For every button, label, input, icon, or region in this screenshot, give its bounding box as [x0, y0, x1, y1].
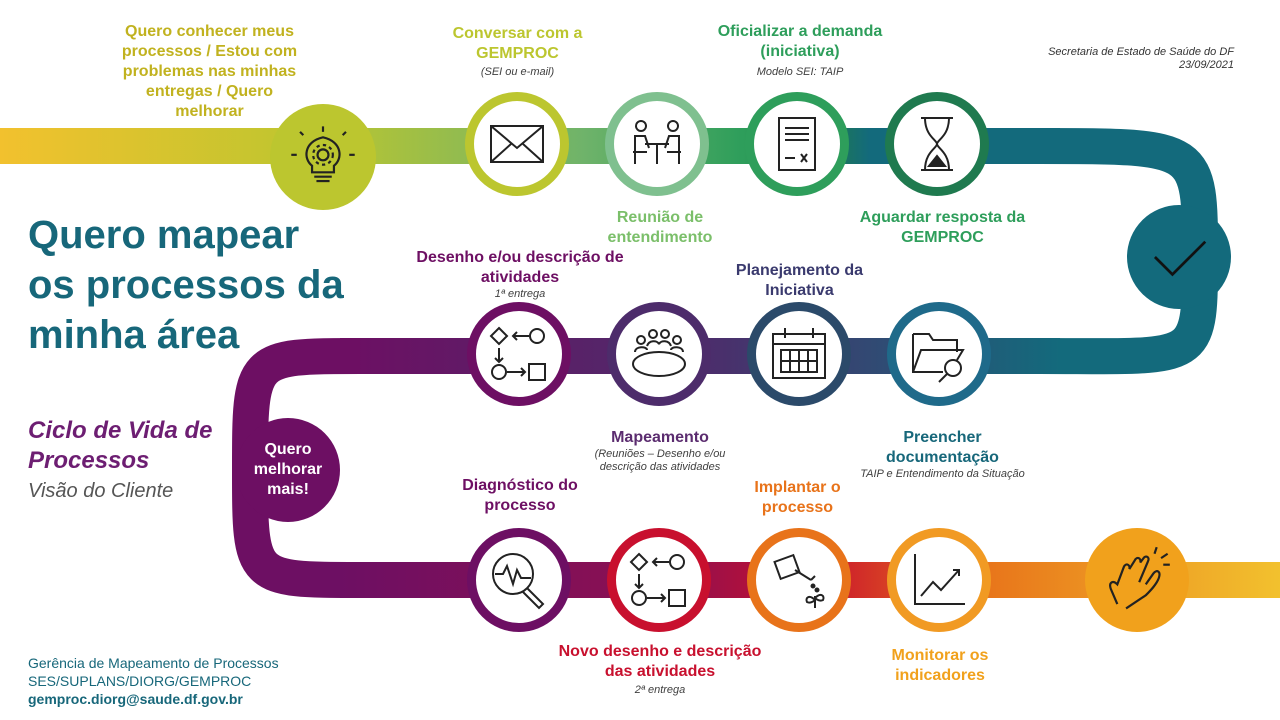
- flowchart-icon: [629, 552, 686, 607]
- start-node: [270, 104, 376, 210]
- checkmark-node: [1127, 205, 1231, 309]
- org-name: Secretaria de Estado de Saúde do DF: [1048, 46, 1234, 58]
- step-monitorar-node: [887, 528, 991, 632]
- checkmark-icon: [1153, 240, 1207, 277]
- main-title: Quero mapear os processos da minha área: [28, 213, 344, 357]
- quero-melhorar-mais-node: Quero melhorar mais!: [236, 418, 340, 522]
- step-mapeamento-label: Mapeamento: [611, 429, 709, 446]
- step-novo-desenho-sub: 2ª entrega: [634, 684, 686, 696]
- step-novo-desenho-node: [607, 528, 711, 632]
- step-preencher-node: [887, 302, 991, 406]
- step-planejamento-node: [747, 302, 851, 406]
- footer: Gerência de Mapeamento de Processos SES/…: [28, 654, 279, 708]
- step-diagnostico-label: Diagnóstico do processo: [462, 477, 578, 514]
- chart-growth-icon: [914, 554, 965, 605]
- step-desenho-sub: 1ª entrega: [494, 288, 546, 300]
- step-oficializar-label: Oficializar a demanda (iniciativa): [717, 23, 883, 60]
- step-desenho-node: [467, 302, 571, 406]
- step-oficializar-sub: Modelo SEI: TAIP: [756, 66, 844, 78]
- view-subtitle: Visão do Cliente: [28, 480, 174, 502]
- document-sign-icon: [778, 117, 816, 171]
- calendar-icon: [772, 328, 826, 379]
- hourglass-icon: [921, 117, 953, 171]
- step-planejamento-label: Planejamento da Iniciativa: [735, 262, 864, 299]
- meeting-icon: [633, 120, 681, 164]
- cycle-title: Ciclo de Vida de Processos: [28, 417, 213, 474]
- step-monitorar-label: Monitorar os indicadores: [891, 647, 989, 684]
- step-reuniao-label: Reunião de entendimento: [607, 209, 713, 246]
- clapping-hands-icon: [1109, 546, 1170, 610]
- watering-plant-icon: [773, 553, 825, 608]
- step-diagnostico-node: [467, 528, 571, 632]
- step-aguardar-label: Aguardar resposta da GEMPROC: [859, 209, 1026, 246]
- header-info: Secretaria de Estado de Saúde do DF 23/0…: [1048, 46, 1234, 72]
- footer-path: SES/SUPLANS/DIORG/GEMPROC: [28, 673, 252, 689]
- step-reuniao-node: [605, 92, 709, 196]
- step-preencher-sub: TAIP e Entendimento da Situação: [860, 468, 1025, 480]
- step-preencher-label: Preencher documentação: [886, 429, 999, 466]
- step-mapeamento-sub: (Reuniões – Desenho e/ou descrição das a…: [594, 448, 726, 473]
- date: 23/09/2021: [1178, 59, 1234, 71]
- step-conversar-label: Conversar com a GEMPROC: [452, 25, 583, 62]
- clapping-node: [1085, 528, 1189, 632]
- lightbulb-gear-icon: [291, 126, 355, 183]
- quero-melhorar-mais-label: Quero melhorar mais!: [253, 441, 323, 498]
- flowchart-icon: [489, 326, 546, 381]
- envelope-icon: [490, 125, 544, 163]
- step-oficializar-node: [745, 92, 849, 196]
- step-desenho-label: Desenho e/ou descrição de atividades: [416, 249, 624, 286]
- step-mapeamento-node: [607, 302, 711, 406]
- step-implantar-label: Implantar o processo: [754, 479, 841, 516]
- round-table-icon: [632, 329, 686, 377]
- folder-search-icon: [912, 333, 965, 383]
- step-aguardar-node: [885, 92, 989, 196]
- step-conversar-node: [465, 92, 569, 196]
- start-label: Quero conhecer meus processos / Estou co…: [121, 23, 298, 120]
- step-novo-desenho-label: Novo desenho e descrição das atividades: [558, 643, 762, 680]
- footer-department: Gerência de Mapeamento de Processos: [28, 655, 279, 671]
- step-implantar-node: [747, 528, 851, 632]
- footer-email[interactable]: gemproc.diorg@saude.df.gov.br: [28, 691, 243, 707]
- step-conversar-sub: (SEI ou e-mail): [480, 66, 555, 78]
- diagnosis-magnifier-icon: [492, 553, 545, 610]
